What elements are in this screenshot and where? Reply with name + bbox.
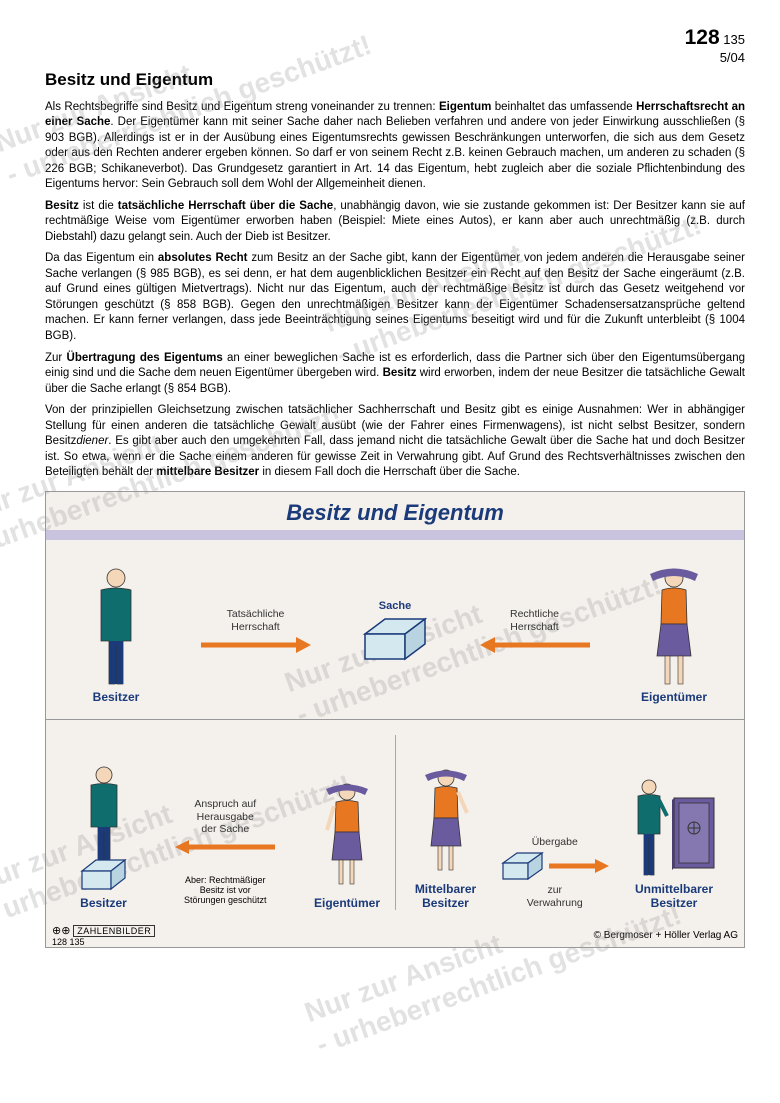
footer-copyright: © Bergmoser + Höller Verlag AG — [594, 930, 738, 941]
page-header: 128 135 5/04 — [45, 25, 745, 66]
row2-left-half: Besitzer Anspruch auf Herausgabe der Sac… — [56, 735, 395, 910]
diagram-title: Besitz und Eigentum — [46, 492, 744, 540]
paragraph-4: Zur Übertragung des Eigentums an einer b… — [45, 351, 745, 398]
paragraph-3: Da das Eigentum ein absolutes Recht zum … — [45, 251, 745, 344]
arrow-left-icon — [480, 635, 590, 655]
woman-icon — [422, 768, 470, 878]
page-number-small: 135 — [723, 32, 745, 47]
figure-eigentuemer: Eigentümer — [629, 560, 719, 704]
figure-besitzer-2: Besitzer — [66, 765, 141, 910]
figure-besitzer: Besitzer — [71, 560, 161, 704]
paragraph-1: Als Rechtsbegriffe sind Besitz und Eigen… — [45, 100, 745, 193]
sache-box: Sache — [350, 560, 440, 704]
arrow-left: Tatsächliche Herrschaft — [161, 560, 350, 704]
page: Nur zur Ansicht- urheberrechtlich geschü… — [0, 0, 780, 968]
arrow-right-icon — [201, 635, 311, 655]
man-icon — [80, 765, 128, 865]
arrow-right: Rechtliche Herrschaft — [440, 560, 629, 704]
diagram-row-1: Besitzer Tatsächliche Herrschaft Sache R — [46, 540, 744, 720]
figure-unmittelbar: Unmittelbarer Besitzer — [624, 778, 724, 910]
note-rechtmaessig: Aber: Rechtmäßiger Besitz ist vor Störun… — [164, 874, 287, 910]
paragraph-5: Von der prinzipiellen Gleichsetzung zwis… — [45, 403, 745, 481]
figure-mittelbar: Mittelbarer Besitzer — [406, 768, 486, 910]
diagram-footer: ⊕⊕ ZAHLENBILDER 128 135 © Bergmoser + Hö… — [46, 920, 744, 947]
paragraph-2: Besitz ist die tatsächliche Herrschaft ü… — [45, 199, 745, 246]
page-date: 5/04 — [720, 50, 745, 65]
arrow-left-icon — [175, 838, 275, 856]
woman-icon — [323, 782, 371, 892]
figure-eigentuemer-2: Eigentümer — [310, 782, 385, 910]
arrow-uebergabe: Übergabe zur Verwahrung — [486, 821, 625, 910]
box-icon — [360, 614, 430, 664]
man-icon — [89, 566, 144, 686]
diagram: Besitz und Eigentum Besitzer Tatsächlich… — [45, 491, 745, 948]
box-icon — [79, 857, 129, 892]
footer-left: ⊕⊕ ZAHLENBILDER 128 135 — [52, 924, 155, 947]
arrow-right-icon — [549, 857, 609, 875]
arrow-herausgabe: Anspruch auf Herausgabe der Sache Aber: … — [141, 778, 310, 909]
row2-right-half: Mittelbarer Besitzer Übergabe — [395, 735, 735, 910]
box-icon — [500, 850, 545, 882]
page-title: Besitz und Eigentum — [45, 70, 745, 90]
safe-icon — [669, 788, 719, 878]
page-number-big: 128 — [685, 26, 720, 49]
woman-icon — [647, 566, 702, 686]
diagram-row-2: Besitzer Anspruch auf Herausgabe der Sac… — [46, 720, 744, 920]
man-icon — [629, 778, 669, 878]
